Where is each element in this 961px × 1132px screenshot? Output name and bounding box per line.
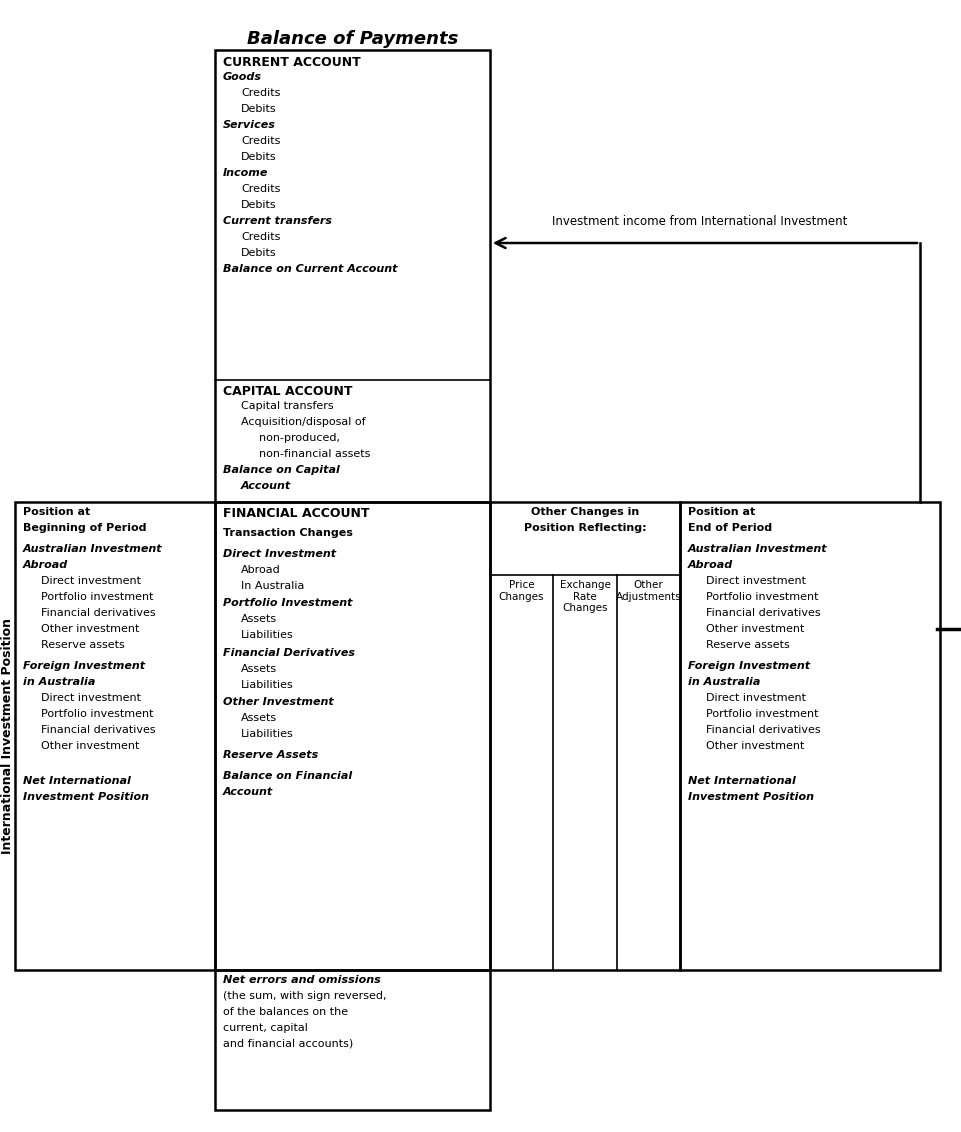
Text: non-produced,: non-produced, bbox=[259, 434, 339, 443]
Text: Other investment: Other investment bbox=[705, 624, 803, 634]
Text: non-financial assets: non-financial assets bbox=[259, 449, 370, 458]
Text: Credits: Credits bbox=[241, 232, 280, 242]
Text: Debits: Debits bbox=[241, 152, 277, 162]
Text: Other investment: Other investment bbox=[705, 740, 803, 751]
Text: Investment Position: Investment Position bbox=[687, 791, 813, 801]
Text: Income: Income bbox=[223, 168, 268, 178]
Text: Assets: Assets bbox=[241, 663, 277, 674]
Text: Financial Derivatives: Financial Derivatives bbox=[223, 648, 355, 658]
Text: of the balances on the: of the balances on the bbox=[223, 1007, 348, 1017]
Text: Balance on Capital: Balance on Capital bbox=[223, 465, 339, 475]
Text: Foreign Investment: Foreign Investment bbox=[687, 661, 809, 670]
Text: current, capital: current, capital bbox=[223, 1023, 308, 1034]
Text: Other investment: Other investment bbox=[41, 740, 139, 751]
Text: Price
Changes: Price Changes bbox=[498, 580, 544, 601]
Text: Portfolio investment: Portfolio investment bbox=[41, 592, 154, 602]
Text: Direct investment: Direct investment bbox=[705, 693, 805, 703]
Text: Investment Position: Investment Position bbox=[23, 791, 149, 801]
Text: Portfolio investment: Portfolio investment bbox=[705, 709, 818, 719]
Text: Net International: Net International bbox=[687, 775, 795, 786]
Text: Debits: Debits bbox=[241, 104, 277, 114]
Text: CAPITAL ACCOUNT: CAPITAL ACCOUNT bbox=[223, 385, 352, 398]
Text: Credits: Credits bbox=[241, 136, 280, 146]
Text: Assets: Assets bbox=[241, 713, 277, 723]
Text: Account: Account bbox=[241, 481, 291, 491]
Text: Debits: Debits bbox=[241, 248, 277, 258]
Text: Direct Investment: Direct Investment bbox=[223, 549, 335, 558]
Text: Exchange
Rate
Changes: Exchange Rate Changes bbox=[559, 580, 610, 614]
Text: Account: Account bbox=[223, 787, 273, 797]
Text: Transaction Changes: Transaction Changes bbox=[223, 528, 353, 538]
Text: Financial derivatives: Financial derivatives bbox=[705, 608, 820, 618]
Text: Credits: Credits bbox=[241, 88, 280, 98]
Text: International Investment Position: International Investment Position bbox=[2, 618, 14, 854]
Text: Abroad: Abroad bbox=[687, 560, 732, 569]
Text: (the sum, with sign reversed,: (the sum, with sign reversed, bbox=[223, 990, 386, 1001]
Text: Reserve assets: Reserve assets bbox=[41, 640, 125, 650]
Text: Abroad: Abroad bbox=[23, 560, 68, 569]
Bar bbox=[489, 501, 679, 970]
Text: Position Reflecting:: Position Reflecting: bbox=[523, 523, 646, 533]
Text: End of Period: End of Period bbox=[687, 523, 772, 533]
Text: Goods: Goods bbox=[223, 72, 261, 82]
Text: Direct investment: Direct investment bbox=[41, 576, 141, 585]
Text: Position at: Position at bbox=[687, 507, 754, 517]
Text: Other
Adjustments: Other Adjustments bbox=[615, 580, 680, 601]
Bar bbox=[214, 50, 489, 501]
Text: Financial derivatives: Financial derivatives bbox=[705, 724, 820, 735]
Text: Other Investment: Other Investment bbox=[223, 697, 333, 708]
Text: Balance on Current Account: Balance on Current Account bbox=[223, 264, 397, 274]
Text: Acquisition/disposal of: Acquisition/disposal of bbox=[241, 417, 365, 427]
Text: and financial accounts): and financial accounts) bbox=[223, 1039, 353, 1049]
Text: Balance of Payments: Balance of Payments bbox=[247, 31, 457, 48]
Text: Australian Investment: Australian Investment bbox=[687, 543, 826, 554]
Text: Direct investment: Direct investment bbox=[41, 693, 141, 703]
Text: Investment income from International Investment: Investment income from International Inv… bbox=[552, 215, 847, 228]
Text: Balance on Financial: Balance on Financial bbox=[223, 771, 352, 781]
Text: Credits: Credits bbox=[241, 185, 280, 194]
Text: Financial derivatives: Financial derivatives bbox=[41, 724, 156, 735]
Text: Other Changes in: Other Changes in bbox=[530, 507, 638, 517]
Text: in Australia: in Australia bbox=[23, 677, 95, 687]
Text: Portfolio investment: Portfolio investment bbox=[705, 592, 818, 602]
Text: Other investment: Other investment bbox=[41, 624, 139, 634]
Text: Abroad: Abroad bbox=[241, 565, 281, 575]
Text: Liabilities: Liabilities bbox=[241, 729, 293, 739]
Text: Portfolio Investment: Portfolio Investment bbox=[223, 598, 352, 608]
Text: Position at: Position at bbox=[23, 507, 90, 517]
Bar bbox=[679, 501, 939, 970]
Text: Liabilities: Liabilities bbox=[241, 680, 293, 689]
Text: in Australia: in Australia bbox=[687, 677, 759, 687]
Text: Net errors and omissions: Net errors and omissions bbox=[223, 975, 381, 985]
Text: Reserve Assets: Reserve Assets bbox=[223, 751, 318, 761]
Text: Direct investment: Direct investment bbox=[705, 576, 805, 585]
Text: Debits: Debits bbox=[241, 200, 277, 211]
Text: Services: Services bbox=[223, 120, 276, 130]
Text: Capital transfers: Capital transfers bbox=[241, 401, 333, 411]
Bar bbox=[15, 501, 214, 970]
Text: Beginning of Period: Beginning of Period bbox=[23, 523, 146, 533]
Text: FINANCIAL ACCOUNT: FINANCIAL ACCOUNT bbox=[223, 507, 369, 520]
Bar bbox=[214, 501, 489, 970]
Text: Financial derivatives: Financial derivatives bbox=[41, 608, 156, 618]
Text: Net International: Net International bbox=[23, 775, 131, 786]
Text: Reserve assets: Reserve assets bbox=[705, 640, 789, 650]
Text: CURRENT ACCOUNT: CURRENT ACCOUNT bbox=[223, 55, 360, 69]
Text: Liabilities: Liabilities bbox=[241, 631, 293, 641]
Text: Current transfers: Current transfers bbox=[223, 216, 332, 226]
Text: In Australia: In Australia bbox=[241, 581, 304, 591]
Text: Foreign Investment: Foreign Investment bbox=[23, 661, 145, 670]
Text: Australian Investment: Australian Investment bbox=[23, 543, 162, 554]
Text: Assets: Assets bbox=[241, 615, 277, 624]
Text: Portfolio investment: Portfolio investment bbox=[41, 709, 154, 719]
Bar bbox=[214, 970, 489, 1110]
